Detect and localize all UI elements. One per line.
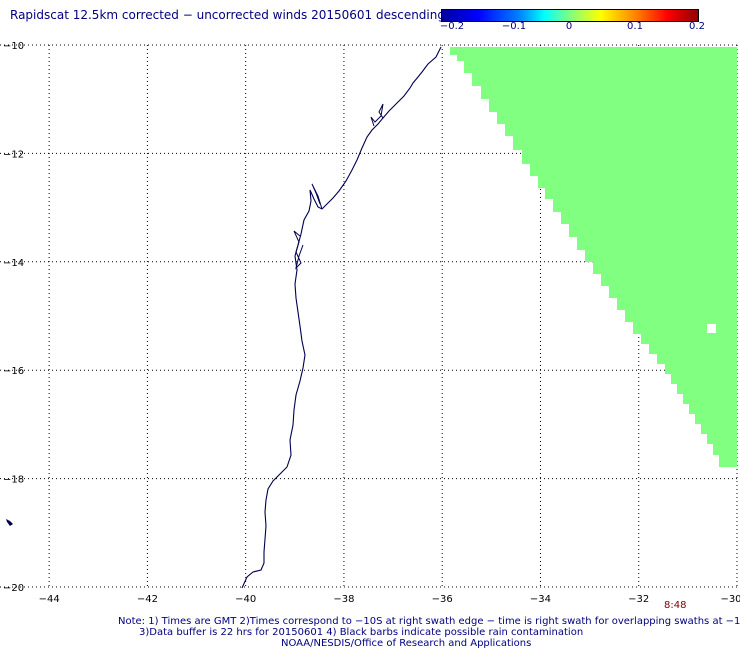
lat-tick-label: −20 bbox=[3, 583, 24, 594]
lat-lon-grid bbox=[0, 44, 738, 588]
footnote-line-1: Note: 1) Times are GMT 2)Times correspon… bbox=[118, 616, 740, 627]
colorbar-tick-label: −0.2 bbox=[439, 21, 465, 32]
lat-axis-labels: −10 −12 −14 −16 −18 −20 bbox=[3, 41, 24, 594]
lat-tick-label: −16 bbox=[3, 366, 24, 377]
lon-axis-labels: −44 −42 −40 −38 −36 −34 −32 −30 bbox=[39, 594, 740, 605]
lat-tick-label: −10 bbox=[3, 41, 24, 52]
colorbar-tick-label: 0.2 bbox=[689, 21, 705, 32]
colorbar bbox=[441, 9, 699, 22]
chart-title: Rapidscat 12.5km corrected − uncorrected… bbox=[10, 8, 445, 22]
colorbar-tick-label: 0 bbox=[565, 21, 573, 32]
lat-tick-label: −14 bbox=[3, 258, 24, 269]
lat-tick-label: −12 bbox=[3, 149, 24, 160]
footnote-line-2: 3)Data buffer is 22 hrs for 20150601 4) … bbox=[139, 627, 584, 638]
lon-tick-label: −32 bbox=[628, 594, 649, 605]
wind-swath bbox=[450, 47, 737, 467]
colorbar-tick-label: −0.1 bbox=[501, 21, 527, 32]
lon-tick-label: −38 bbox=[333, 594, 354, 605]
lon-tick-label: −40 bbox=[235, 594, 256, 605]
island bbox=[6, 519, 13, 526]
lon-tick-label: −44 bbox=[39, 594, 60, 605]
colorbar-tick-label: 0.1 bbox=[627, 21, 643, 32]
footnote-line-3: NOAA/NESDIS/Office of Research and Appli… bbox=[281, 638, 532, 649]
swath-gap bbox=[707, 324, 716, 333]
coastline bbox=[241, 46, 442, 589]
swath-time-label: 8:48 bbox=[664, 600, 687, 611]
lon-tick-label: −36 bbox=[432, 594, 453, 605]
coastline-bay bbox=[293, 103, 384, 270]
lat-tick-label: −18 bbox=[3, 475, 24, 486]
lon-tick-label: −30 bbox=[720, 594, 740, 605]
lon-tick-label: −42 bbox=[137, 594, 158, 605]
lon-tick-label: −34 bbox=[530, 594, 551, 605]
